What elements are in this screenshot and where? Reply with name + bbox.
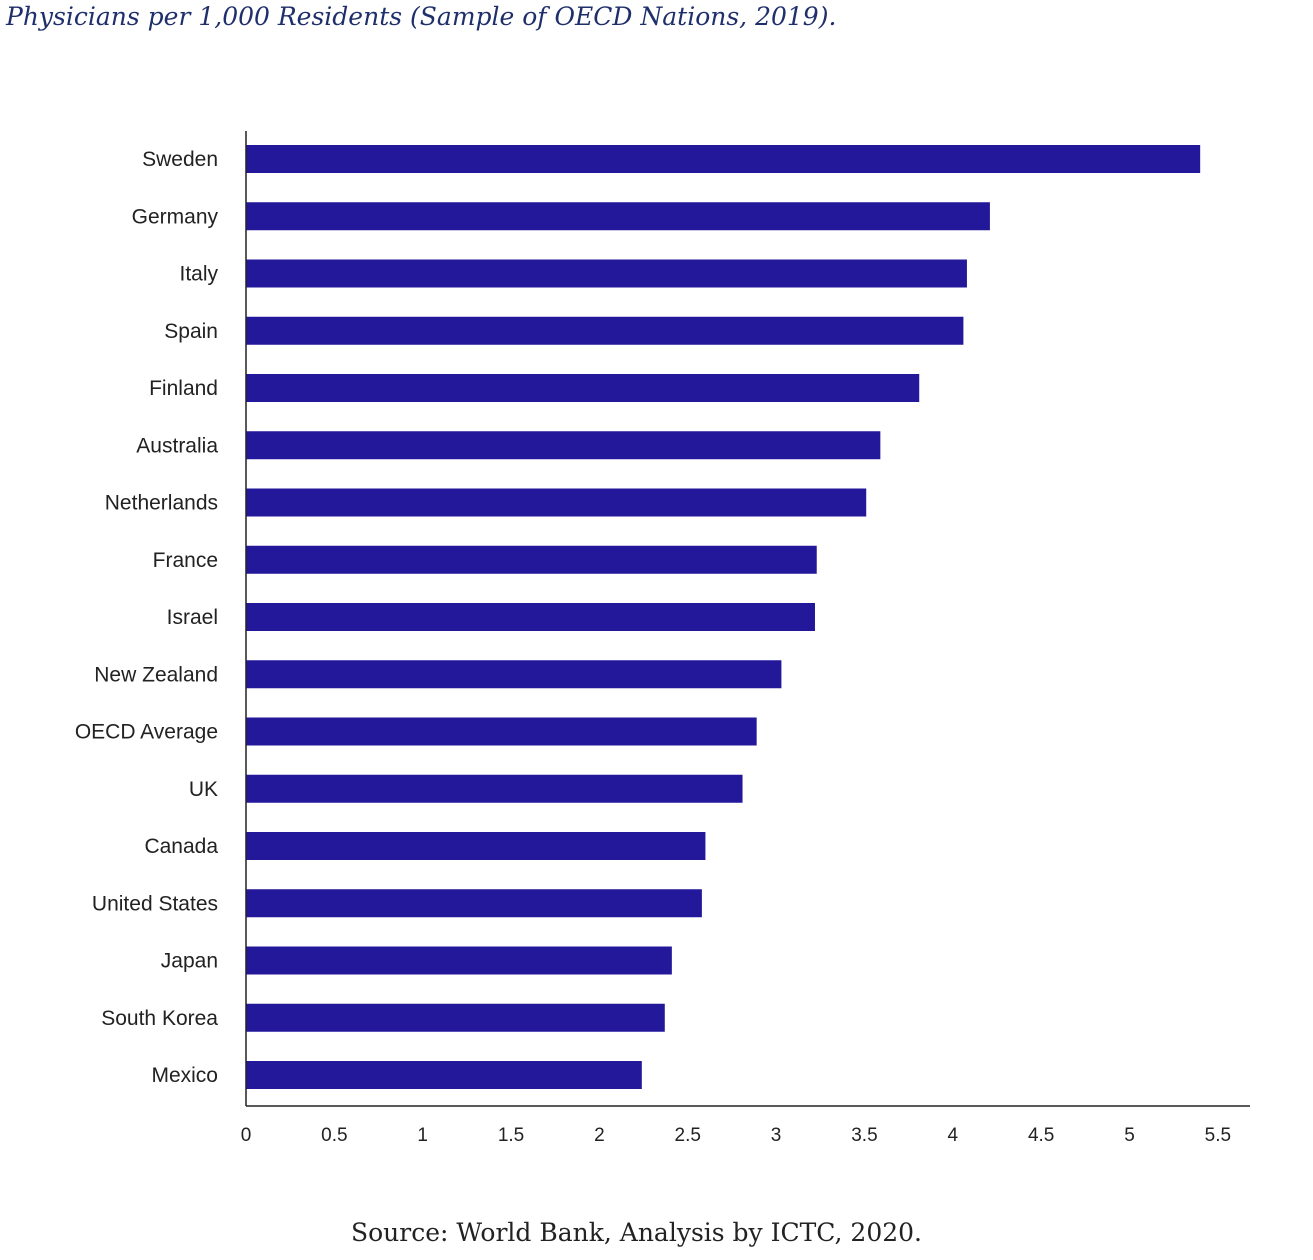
category-label: Spain [164,320,218,343]
x-tick-labels: 0 0.5 1 1.5 2 2.5 3 3.5 4 4.5 5 5.5 [241,1125,1231,1146]
x-tick-label: 1.5 [498,1125,524,1146]
category-label: Israel [167,606,218,629]
category-label: France [153,549,218,572]
x-tick-label: 4.5 [1028,1125,1054,1146]
category-labels: Sweden Germany Italy Spain Finland Australia N… [75,148,219,1087]
bar-france [246,545,817,574]
bar-united-states [246,889,702,918]
x-tick-label: 5.5 [1205,1125,1231,1146]
bar-canada [246,832,706,860]
x-tick-label: 5 [1124,1125,1135,1146]
category-label: OECD Average [75,721,218,744]
chart-title: Physicians per 1,000 Residents (Sample o… [6,2,837,31]
x-tick-label: 2.5 [675,1125,701,1146]
bar-netherlands [246,488,867,517]
bar-south-korea [246,1003,665,1032]
bar-finland [246,374,920,402]
category-label: Netherlands [105,492,218,515]
bar-israel [246,603,815,631]
x-tick-label: 3 [771,1125,782,1146]
x-tick-label: 1 [417,1125,428,1146]
bar-oecd-average [246,717,757,746]
bar-mexico [246,1061,642,1089]
category-label: Mexico [151,1064,218,1087]
category-label: Finland [149,377,218,400]
x-tick-label: 0 [241,1125,252,1146]
category-label: New Zealand [94,663,218,686]
category-label: Sweden [142,148,218,171]
category-label: Japan [161,950,218,973]
bar-uk [246,774,743,803]
bar-germany [246,202,990,231]
category-label: Germany [132,205,219,228]
x-tick-label: 3.5 [851,1125,877,1146]
bar-sweden [246,145,1201,173]
x-tick-label: 2 [594,1125,605,1146]
x-tick-label: 0.5 [321,1125,347,1146]
category-label: United States [92,892,218,915]
bar-new-zealand [246,660,782,689]
bar-australia [246,431,881,460]
bar-italy [246,259,967,288]
bar-chart: Sweden Germany Italy Spain Finland Australia N… [75,131,1250,1146]
category-label: Canada [144,835,218,858]
category-label: Italy [179,263,218,286]
category-label: Australia [136,434,218,457]
bars-group [246,145,1201,1089]
bar-spain [246,316,964,345]
category-label: South Korea [101,1007,218,1030]
x-tick-label: 4 [948,1125,959,1146]
source-note: Source: World Bank, Analysis by ICTC, 20… [351,1218,922,1247]
bar-japan [246,946,672,975]
category-label: UK [189,778,218,801]
